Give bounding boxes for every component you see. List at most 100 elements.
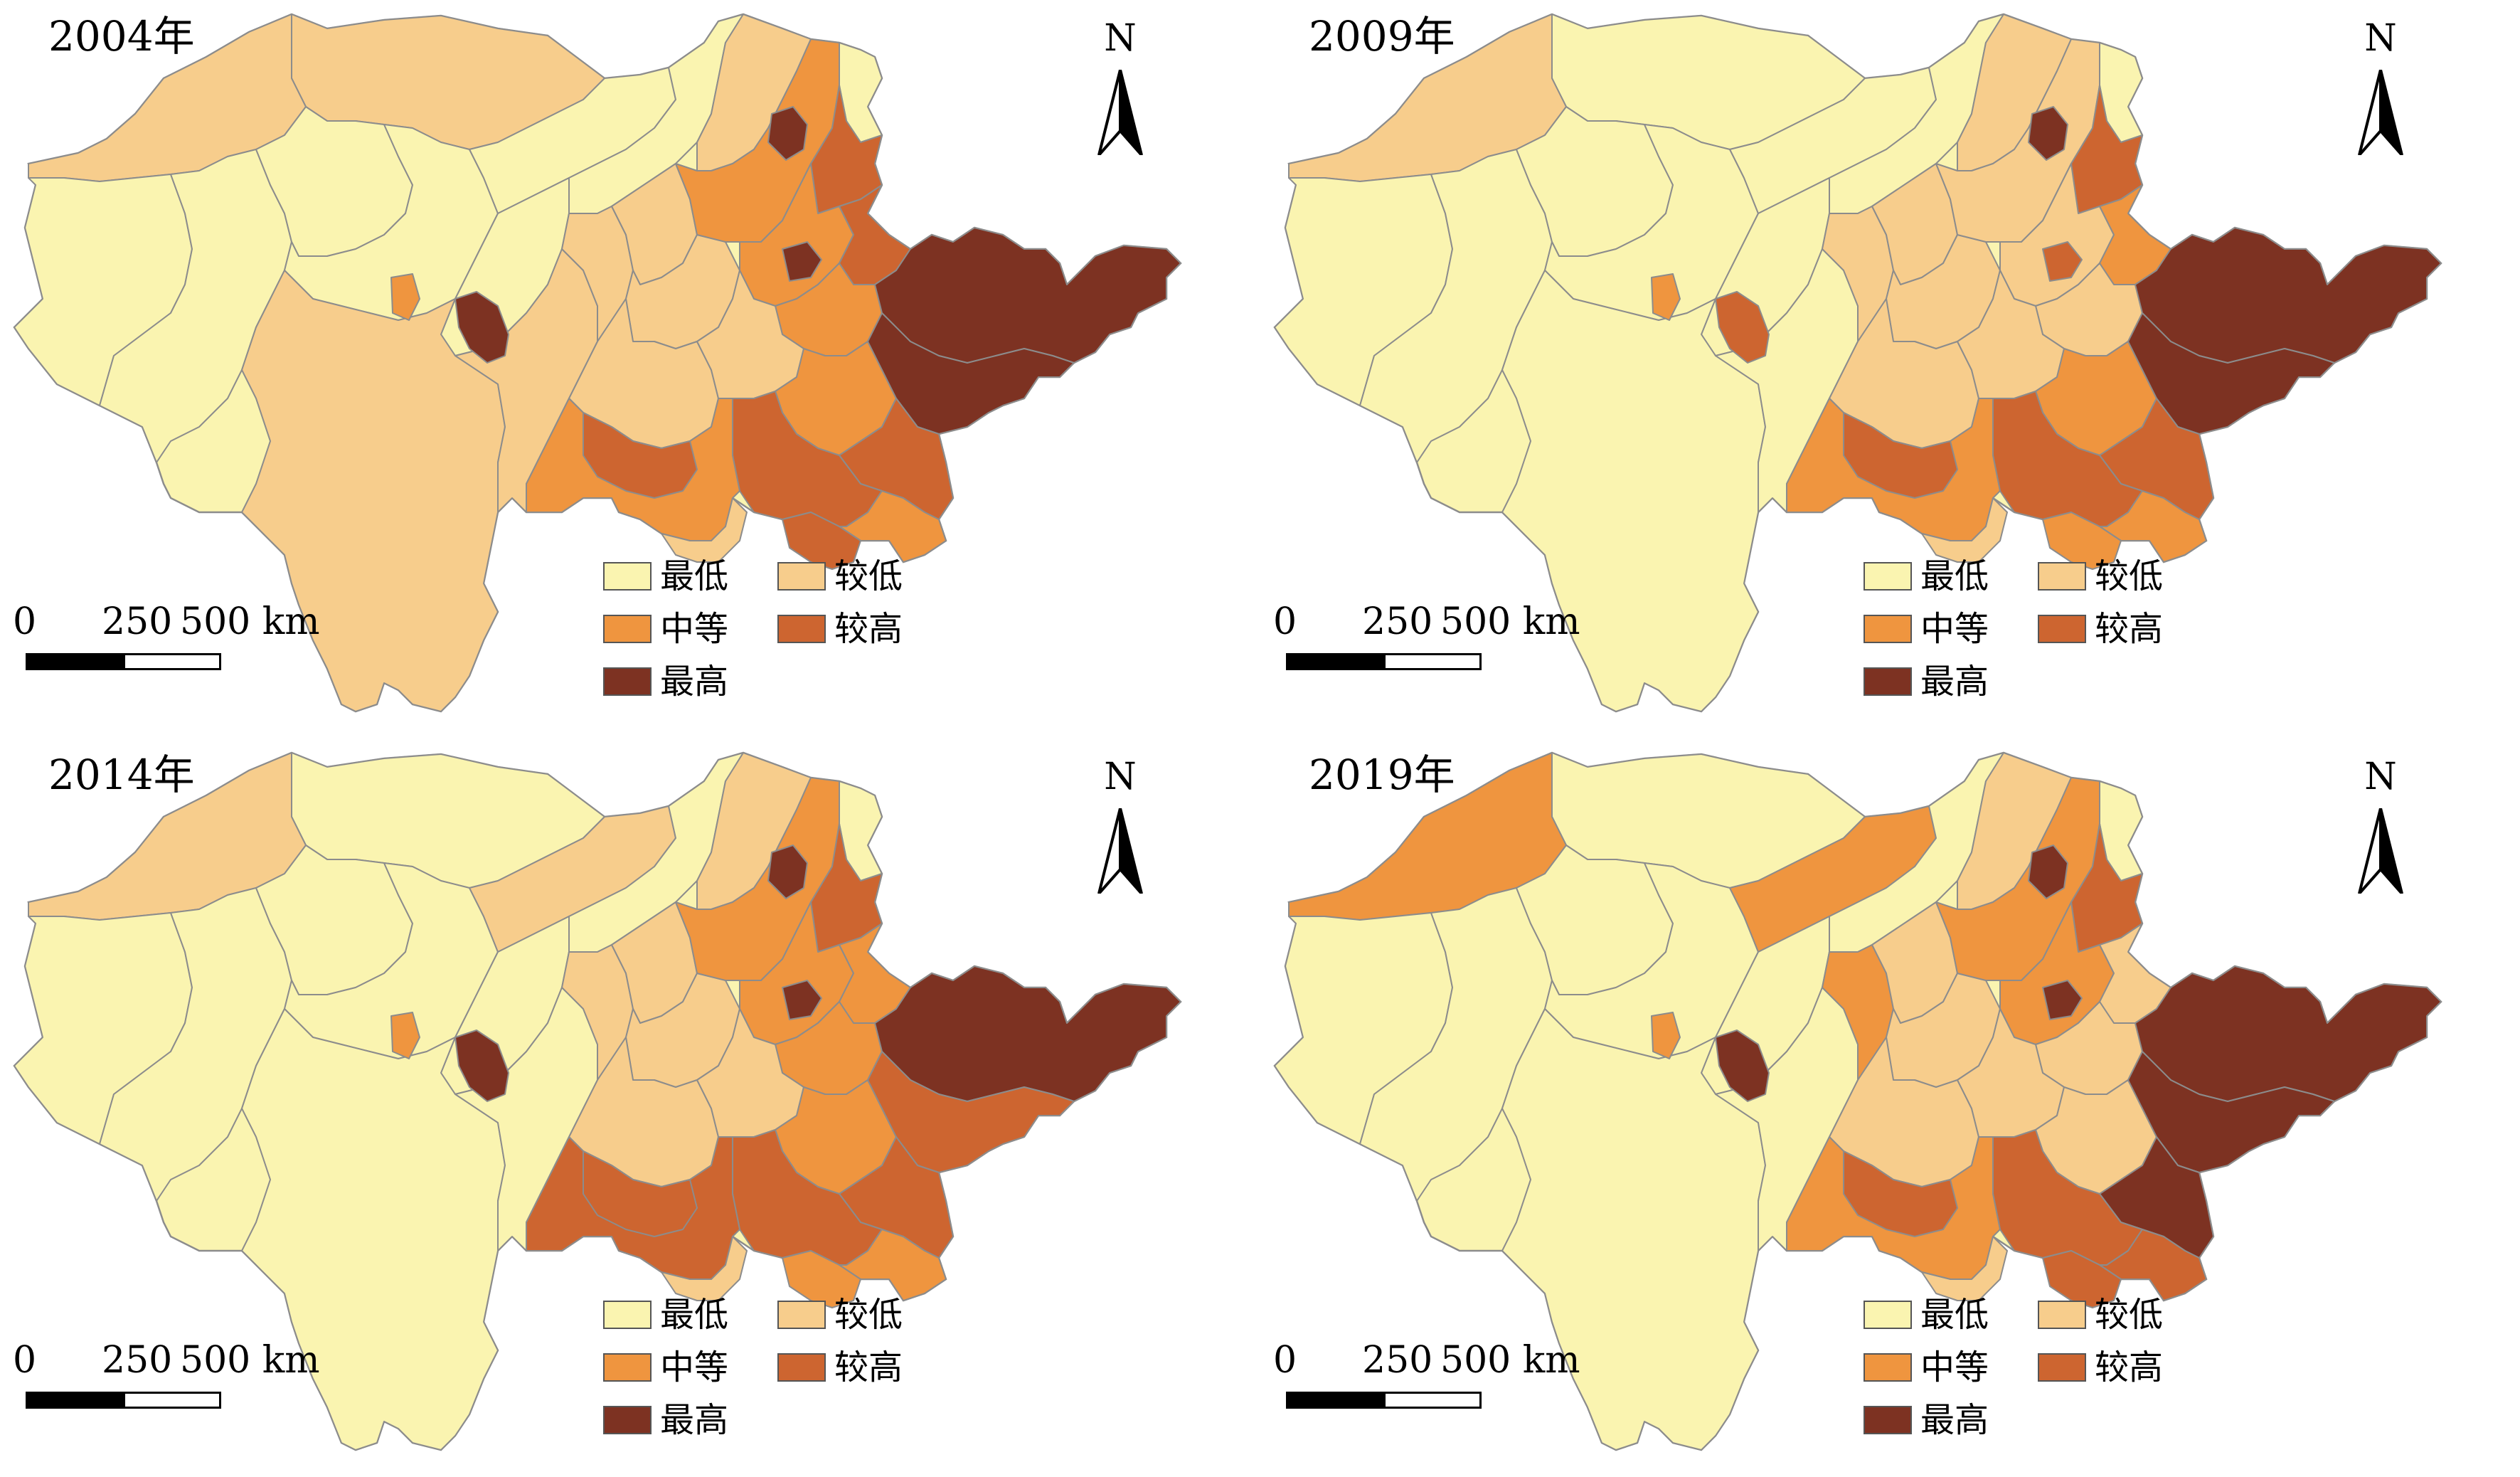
scale-segment-white	[1383, 1392, 1482, 1409]
legend-label: 中等	[660, 609, 729, 649]
legend-swatch	[2038, 1301, 2086, 1329]
region-beijing-spot	[782, 980, 822, 1020]
north-arrow-icon	[2358, 70, 2403, 155]
choropleth-map	[13, 13, 1182, 713]
region-jiangxi	[782, 1250, 861, 1308]
region-jiangxi	[2042, 1250, 2122, 1308]
region-guizhou	[1921, 1236, 2008, 1301]
scale-tick-0: 0	[1273, 600, 1297, 643]
legend: 最低 较低 中等 较高 最高	[1864, 555, 2233, 726]
scale-tick-500: 500 km	[180, 1339, 320, 1382]
legend-swatch	[1864, 1406, 1912, 1434]
north-arrow-icon	[2358, 808, 2403, 894]
legend-item-medium: 中等	[1864, 608, 1989, 650]
scale-segment-black	[26, 653, 125, 670]
legend-swatch	[1864, 615, 1912, 643]
legend-swatch	[777, 1353, 826, 1382]
legend-swatch	[777, 1301, 826, 1329]
scale-bar: 0 250 500 km	[1273, 1342, 1600, 1420]
legend-label: 最低	[660, 556, 729, 596]
region-yunnan	[241, 1008, 506, 1451]
legend-swatch	[603, 667, 652, 696]
legend-item-highest: 最高	[603, 1399, 728, 1441]
scale-segment-white	[123, 1392, 221, 1409]
legend-swatch	[2038, 1353, 2086, 1382]
legend-label: 最高	[1920, 1400, 1989, 1440]
legend-label: 中等	[1920, 1348, 1989, 1387]
legend-label: 最低	[660, 1295, 729, 1335]
panel-year-title: 2014年	[48, 751, 195, 799]
legend-swatch	[2038, 615, 2086, 643]
scale-segment-white	[123, 653, 221, 670]
legend-swatch	[1864, 562, 1912, 591]
legend-label: 较高	[834, 1348, 903, 1387]
north-arrow: N	[2345, 20, 2416, 169]
scale-segment-black	[26, 1392, 125, 1409]
legend-item-high: 较高	[2038, 1346, 2163, 1389]
scale-tick-250: 250	[102, 1339, 173, 1382]
north-label: N	[1104, 17, 1137, 60]
scale-tick-500: 500 km	[1440, 1339, 1580, 1382]
region-harbin-spot	[2028, 845, 2068, 899]
region-lanzhou-spot	[1651, 1012, 1681, 1059]
legend-item-low: 较低	[2038, 555, 2163, 598]
legend-item-lowest: 最低	[603, 1293, 728, 1336]
legend-swatch	[603, 562, 652, 591]
legend-swatch	[777, 615, 826, 643]
scale-segment-black	[1286, 1392, 1386, 1409]
legend-label: 较低	[2095, 556, 2164, 596]
legend-label: 最高	[660, 1400, 729, 1440]
legend-item-high: 较高	[777, 1346, 903, 1389]
north-arrow: N	[1085, 20, 1156, 169]
legend-swatch	[603, 1301, 652, 1329]
panel-year-title: 2004年	[48, 12, 195, 60]
legend-label: 最高	[660, 662, 729, 702]
scale-segment-black	[1286, 653, 1386, 670]
scale-tick-500: 500 km	[1440, 600, 1580, 643]
region-beijing-spot	[782, 241, 822, 282]
scale-tick-0: 0	[1273, 1339, 1297, 1382]
scale-tick-250: 250	[1362, 600, 1433, 643]
region-chongqing	[1843, 412, 1958, 499]
legend-label: 最低	[1920, 556, 1989, 596]
legend-swatch	[603, 1406, 652, 1434]
legend-label: 中等	[1920, 609, 1989, 649]
legend-label: 最高	[1920, 662, 1989, 702]
legend-swatch	[603, 615, 652, 643]
legend-label: 较低	[834, 1295, 903, 1335]
region-xian-spot	[1715, 1029, 1770, 1102]
map-panel-1: 2004年 N 0 250 500 km 最低 较低	[0, 0, 1260, 738]
north-arrow: N	[1085, 758, 1156, 908]
legend-item-medium: 中等	[603, 1346, 728, 1389]
map-panel-3: 2014年 N 0 250 500 km 最低 较低	[0, 738, 1260, 1477]
region-chongqing	[583, 1150, 698, 1237]
region-harbin-spot	[767, 845, 808, 899]
region-shandong	[874, 965, 1181, 1102]
scale-bar: 0 250 500 km	[13, 603, 340, 682]
region-hunan	[2099, 490, 2207, 563]
scale-tick-500: 500 km	[180, 600, 320, 643]
choropleth-map	[13, 751, 1182, 1451]
panel-year-title: 2019年	[1309, 751, 1455, 799]
region-xian-spot	[454, 291, 509, 364]
region-shandong	[2134, 965, 2442, 1102]
scale-tick-250: 250	[102, 600, 173, 643]
region-xian-spot	[454, 1029, 509, 1102]
legend-swatch	[777, 562, 826, 591]
legend-item-highest: 最高	[1864, 660, 1989, 703]
legend-item-lowest: 最低	[1864, 1293, 1989, 1336]
legend-item-highest: 最高	[603, 660, 728, 703]
region-chongqing	[1843, 1150, 1958, 1237]
region-hunan	[839, 1229, 947, 1301]
scale-bar: 0 250 500 km	[1273, 603, 1600, 682]
region-guizhou	[1921, 497, 2008, 563]
legend: 最低 较低 中等 较高 最高	[1864, 1293, 2233, 1464]
north-label: N	[2364, 17, 2397, 60]
region-harbin-spot	[2028, 106, 2068, 161]
legend-item-low: 较低	[777, 1293, 903, 1336]
scale-bar: 0 250 500 km	[13, 1342, 340, 1420]
legend-label: 较高	[834, 609, 903, 649]
legend-swatch	[1864, 667, 1912, 696]
map-panel-4: 2019年 N 0 250 500 km 最低 较低	[1260, 738, 2520, 1477]
scale-segment-white	[1383, 653, 1482, 670]
